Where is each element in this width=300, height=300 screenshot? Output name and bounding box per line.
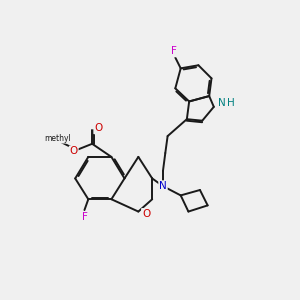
Text: O: O: [70, 146, 78, 157]
Text: F: F: [171, 46, 177, 56]
Text: O: O: [94, 123, 102, 134]
Text: methyl: methyl: [44, 134, 71, 143]
Text: O: O: [142, 209, 150, 219]
Text: H: H: [227, 98, 235, 108]
Text: N: N: [159, 181, 167, 191]
Text: F: F: [82, 212, 87, 222]
Text: N: N: [218, 98, 225, 108]
